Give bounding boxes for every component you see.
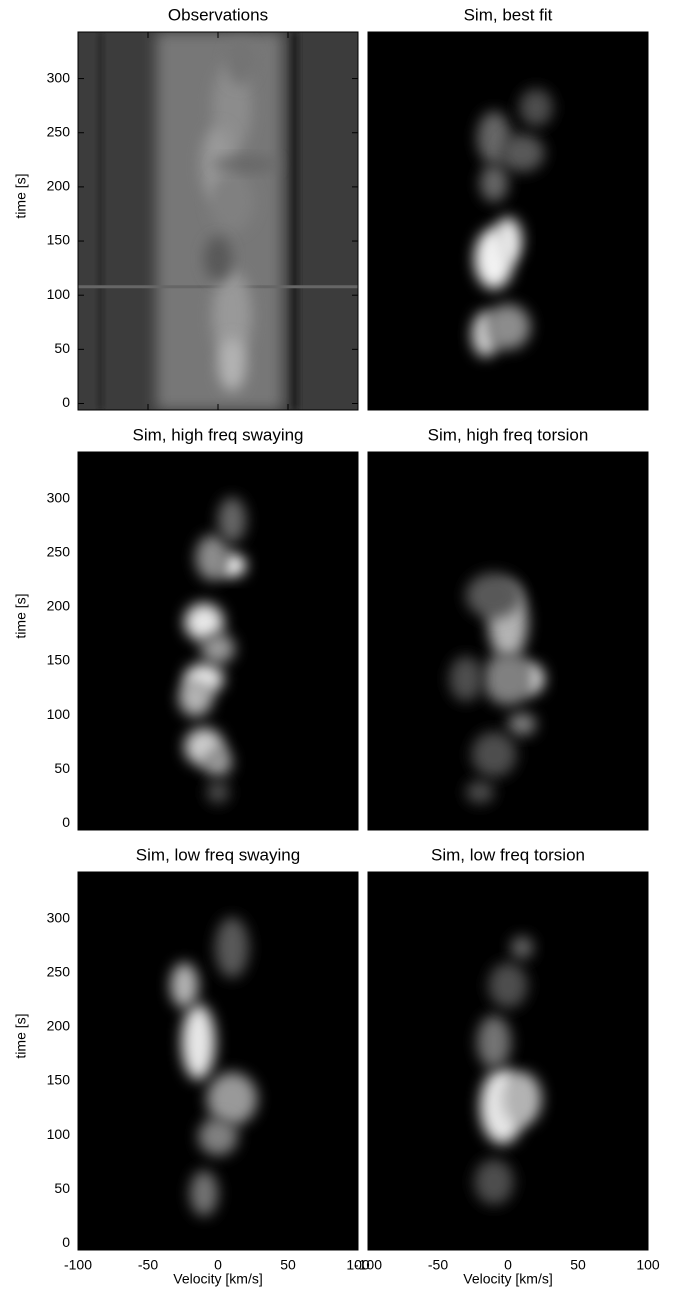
y-tick-label: 0 [62, 394, 70, 410]
y-tick-label: 300 [47, 69, 71, 85]
x-tick-label: 0 [504, 1257, 512, 1273]
panel: Observations 0 50 100 150 200 250 300 time [s] [13, 5, 359, 411]
y-tick-label: 50 [54, 340, 70, 356]
y-tick-label: 250 [47, 963, 71, 979]
stripe [97, 32, 104, 410]
y-tick-label: 250 [47, 543, 71, 559]
intensity [218, 497, 246, 543]
y-tick-label: 0 [62, 1234, 70, 1250]
y-tick-label: 150 [47, 1072, 71, 1088]
x-tick-label: 100 [636, 1257, 660, 1273]
intensity [477, 1015, 511, 1069]
y-axis-label: time [s] [13, 1013, 29, 1058]
intensity [226, 39, 255, 85]
y-tick-label: 50 [54, 1180, 70, 1196]
heatmap [368, 32, 648, 410]
y-axis-label: time [s] [13, 593, 29, 638]
x-tick-label: -100 [64, 1257, 92, 1273]
x-tick-label: 100 [346, 1257, 370, 1273]
intensity [201, 633, 235, 664]
intensity [206, 780, 230, 804]
intensity [466, 572, 522, 619]
x-tick-label: -50 [138, 1257, 158, 1273]
intensity [204, 746, 232, 778]
intensity [449, 656, 483, 702]
intensity [499, 134, 545, 172]
heatmap [78, 872, 358, 1250]
y-tick-label: 100 [47, 1126, 71, 1142]
intensity [212, 270, 252, 361]
heatmap [368, 452, 648, 830]
y-tick-label: 0 [62, 814, 70, 830]
panel: Sim, best fit [367, 5, 649, 411]
intensity [519, 88, 553, 127]
intensity [195, 535, 230, 581]
intensity [474, 1159, 514, 1205]
intensity [466, 780, 494, 804]
y-tick-label: 100 [47, 706, 71, 722]
panel-title: Sim, high freq swaying [132, 425, 303, 444]
intensity [510, 936, 534, 959]
y-tick-label: 250 [47, 123, 71, 139]
y-tick-label: 200 [47, 178, 71, 194]
x-axis-label: Velocity [km/s] [173, 1271, 262, 1287]
intensity [502, 1072, 542, 1126]
intensity [206, 1072, 258, 1126]
intensity [178, 678, 213, 717]
x-tick-label: -100 [354, 1257, 382, 1273]
intensity [215, 917, 249, 978]
heatmap [78, 452, 358, 830]
panel-title: Sim, low freq torsion [431, 845, 585, 864]
panel-title: Sim, best fit [464, 5, 553, 24]
intensity [181, 1004, 216, 1080]
intensity [494, 217, 522, 263]
y-tick-label: 50 [54, 760, 70, 776]
stripe [290, 32, 299, 410]
panel-title: Sim, low freq swaying [136, 845, 300, 864]
intensity [184, 603, 224, 641]
panel: Sim, low freq torsion -100 -50 0 50 100 Veloci… [354, 845, 660, 1286]
y-tick-label: 200 [47, 1018, 71, 1034]
heatmap [368, 872, 648, 1250]
y-tick-label: 300 [47, 489, 71, 505]
y-tick-label: 150 [47, 232, 71, 248]
intensity [480, 164, 508, 203]
x-tick-label: -50 [428, 1257, 448, 1273]
panel-title: Observations [168, 5, 268, 24]
y-axis-label: time [s] [13, 173, 29, 218]
intensity [218, 338, 246, 392]
intensity [198, 1117, 238, 1156]
intensity [488, 962, 528, 1009]
x-tick-label: 50 [570, 1257, 586, 1273]
x-tick-label: 0 [214, 1257, 222, 1273]
panel: Sim, high freq torsion [367, 425, 649, 831]
intensity [170, 962, 199, 1009]
intensity [190, 1170, 218, 1216]
y-tick-label: 100 [47, 286, 71, 302]
y-tick-label: 200 [47, 598, 71, 614]
intensity [204, 236, 232, 282]
intensity [508, 712, 536, 736]
intensity [212, 156, 280, 172]
y-tick-label: 300 [47, 909, 71, 925]
panel: Sim, low freq swaying -100 -50 0 50 100 0 50 100… [13, 845, 370, 1286]
intensity [482, 652, 534, 706]
intensity [209, 171, 255, 233]
x-axis-label: Velocity [km/s] [463, 1271, 552, 1287]
intensity [485, 304, 531, 350]
intensity [471, 731, 517, 778]
panel: Sim, high freq swaying 0 50 100 150 200 250 300… [13, 425, 359, 831]
heatmap [78, 32, 358, 410]
panel-title: Sim, high freq torsion [428, 425, 589, 444]
y-tick-label: 150 [47, 652, 71, 668]
x-tick-label: 50 [280, 1257, 296, 1273]
